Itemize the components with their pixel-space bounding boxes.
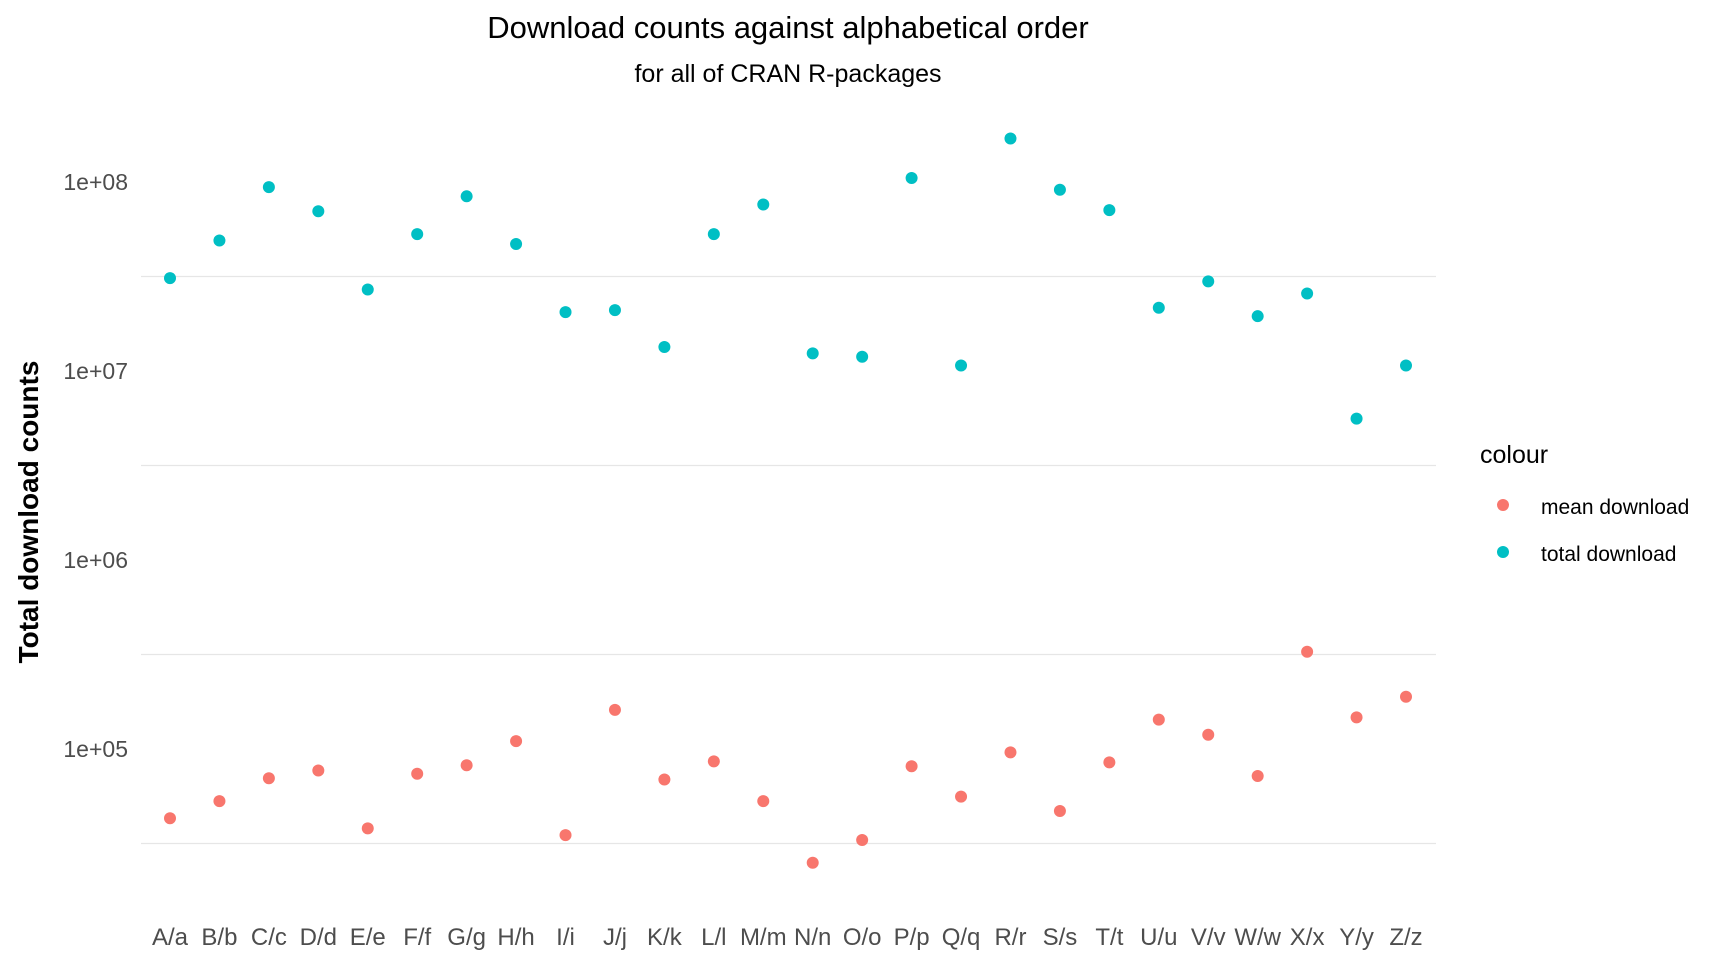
point-mean-download-a <box>164 812 176 825</box>
point-mean-download-x <box>1301 645 1314 658</box>
point-total-download-k <box>658 340 671 353</box>
point-mean-download-r <box>1004 746 1017 759</box>
legend: colour mean download total download <box>1480 441 1689 566</box>
point-total-download-s <box>1053 183 1066 196</box>
point-total-download-n <box>806 347 819 360</box>
point-mean-download-w <box>1251 769 1264 782</box>
point-mean-download-h <box>510 735 523 748</box>
point-mean-download-v <box>1202 728 1215 741</box>
point-total-download-u <box>1152 301 1165 314</box>
point-total-download-c <box>262 181 275 194</box>
x-tick-label: R/r <box>994 924 1026 951</box>
point-total-download-o <box>856 350 869 363</box>
x-tick-label: D/d <box>300 924 337 951</box>
y-tick-label: 1e+06 <box>63 547 128 573</box>
point-total-download-d <box>312 205 325 218</box>
x-tick-label: T/t <box>1095 924 1123 951</box>
x-tick-label: P/p <box>894 924 930 951</box>
point-total-download-h <box>510 237 523 250</box>
point-mean-download-g <box>460 759 473 772</box>
point-total-download-t <box>1103 204 1116 217</box>
point-total-download-y <box>1350 412 1363 425</box>
legend-key-mean-download <box>1497 499 1509 511</box>
y-tick-label: 1e+08 <box>63 169 128 195</box>
x-tick-label: M/m <box>740 924 787 951</box>
point-total-download-p <box>905 171 918 184</box>
point-total-download-g <box>460 190 473 203</box>
x-tick-label: Z/z <box>1389 924 1422 951</box>
gridlines <box>141 275 1436 845</box>
x-tick-label: E/e <box>350 924 386 951</box>
data-points <box>164 132 1412 869</box>
point-mean-download-y <box>1350 711 1363 724</box>
point-mean-download-d <box>312 764 325 777</box>
x-tick-label: Y/y <box>1339 924 1374 951</box>
point-total-download-m <box>757 198 770 211</box>
x-tick-label: C/c <box>251 924 287 951</box>
point-total-download-e <box>361 283 374 296</box>
point-mean-download-z <box>1400 690 1412 703</box>
point-mean-download-s <box>1053 804 1066 817</box>
x-tick-label: N/n <box>794 924 831 951</box>
chart-subtitle: for all of CRAN R-packages <box>634 60 941 88</box>
point-total-download-z <box>1400 359 1412 372</box>
x-tick-label: O/o <box>843 924 882 951</box>
point-total-download-b <box>213 234 226 247</box>
legend-title: colour <box>1480 441 1548 469</box>
chart-title: Download counts against alphabetical ord… <box>487 10 1088 45</box>
point-mean-download-p <box>905 760 918 773</box>
x-tick-label: W/w <box>1234 924 1281 951</box>
point-mean-download-i <box>559 829 572 842</box>
point-mean-download-l <box>707 755 720 768</box>
point-mean-download-o <box>856 834 869 847</box>
y-tick-label: 1e+05 <box>63 736 128 762</box>
x-tick-label: S/s <box>1043 924 1078 951</box>
point-total-download-x <box>1301 287 1314 300</box>
point-total-download-j <box>608 304 621 317</box>
point-total-download-q <box>955 359 968 372</box>
x-tick-label: F/f <box>403 924 431 951</box>
x-tick-label: A/a <box>152 924 189 951</box>
point-mean-download-c <box>262 772 275 785</box>
point-total-download-a <box>164 272 176 285</box>
x-tick-label: G/g <box>447 924 486 951</box>
x-tick-label: J/j <box>603 924 627 951</box>
x-tick-label: K/k <box>647 924 683 951</box>
point-mean-download-u <box>1152 713 1165 726</box>
x-tick-label: V/v <box>1191 924 1226 951</box>
point-mean-download-t <box>1103 756 1116 769</box>
x-tick-label: U/u <box>1140 924 1177 951</box>
x-tick-label: I/i <box>556 924 575 951</box>
y-axis-ticks: 1e+05 1e+06 1e+07 1e+08 <box>63 169 128 762</box>
point-mean-download-j <box>608 703 621 716</box>
point-total-download-r <box>1004 132 1017 145</box>
point-total-download-i <box>559 306 572 319</box>
x-tick-label: H/h <box>497 924 534 951</box>
point-mean-download-b <box>213 795 226 808</box>
x-tick-label: Q/q <box>942 924 981 951</box>
point-total-download-w <box>1251 310 1264 323</box>
legend-key-total-download <box>1497 546 1509 558</box>
x-tick-label: X/x <box>1290 924 1325 951</box>
point-total-download-v <box>1202 275 1215 288</box>
point-mean-download-k <box>658 773 671 786</box>
x-tick-label: B/b <box>201 924 237 951</box>
y-axis-label: Total download counts <box>13 361 44 664</box>
point-total-download-f <box>411 228 424 241</box>
point-mean-download-m <box>757 795 770 808</box>
x-tick-label: L/l <box>701 924 726 951</box>
y-tick-label: 1e+07 <box>63 358 128 384</box>
point-mean-download-q <box>955 790 968 803</box>
point-mean-download-n <box>806 856 819 869</box>
x-axis-ticks: A/a B/b C/c D/d E/e F/f G/g H/h I/i J/j K/k L/l M/m N… <box>152 924 1423 951</box>
point-mean-download-f <box>411 767 424 780</box>
point-total-download-l <box>707 228 720 241</box>
legend-label-mean-download: mean download <box>1541 496 1689 519</box>
point-mean-download-e <box>361 822 374 835</box>
legend-label-total-download: total download <box>1541 543 1676 566</box>
